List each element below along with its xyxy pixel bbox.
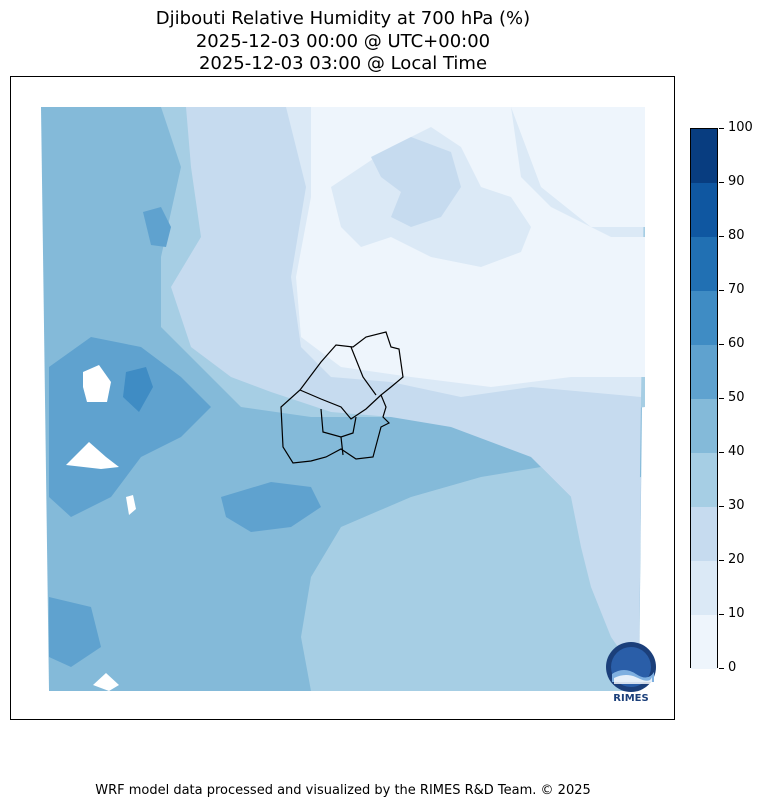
colorbar-tick-mark	[719, 182, 724, 183]
footer-credit: WRF model data processed and visualized …	[95, 783, 591, 798]
map-subtitle-local: 2025-12-03 03:00 @ Local Time	[198, 53, 488, 74]
colorbar-tick-label: 50	[728, 390, 745, 405]
humidity-region-west-high-2	[49, 597, 101, 667]
colorbar-tick-mark	[719, 452, 724, 453]
no-data-gap-4	[93, 673, 119, 691]
rimes-logo-icon	[606, 642, 656, 692]
rimes-logo: RIMES	[602, 640, 660, 706]
colorbar-segment	[691, 399, 717, 453]
colorbar-tick-mark	[719, 290, 724, 291]
colorbar-segment	[691, 561, 717, 615]
colorbar-segment	[691, 183, 717, 237]
colorbar-tick-label: 100	[728, 120, 753, 135]
colorbar-tick-label: 80	[728, 228, 745, 243]
colorbar-tick-mark	[719, 128, 724, 129]
colorbar-segment	[691, 345, 717, 399]
humidity-region-northeast-very-low	[511, 107, 645, 227]
humidity-region-central-high	[221, 482, 321, 532]
colorbar-tick-mark	[719, 560, 724, 561]
colorbar-tick-label: 20	[728, 552, 745, 567]
humidity-region-southeast-edge	[571, 477, 641, 677]
colorbar-tick-mark	[719, 344, 724, 345]
colorbar-tick-mark	[719, 506, 724, 507]
no-data-gap-1	[83, 365, 111, 402]
colorbar-segment	[691, 237, 717, 291]
humidity-region-west-higher	[123, 367, 153, 412]
djibouti-outline	[280, 331, 404, 464]
colorbar-tick-label: 30	[728, 498, 745, 513]
humidity-region-north-high	[143, 207, 171, 247]
humidity-region-gulf-inner	[371, 137, 461, 227]
colorbar-tick-label: 40	[728, 444, 745, 459]
map-frame	[10, 76, 675, 720]
colorbar-tick-label: 60	[728, 336, 745, 351]
rimes-logo-text: RIMES	[613, 693, 649, 704]
humidity-region-southeast-mid	[301, 467, 639, 691]
colorbar	[690, 128, 718, 669]
colorbar-tick-label: 10	[728, 606, 745, 621]
colorbar-segment	[691, 507, 717, 561]
colorbar-segment	[691, 453, 717, 507]
djibouti-borders	[280, 331, 404, 464]
colorbar-tick-label: 70	[728, 282, 745, 297]
colorbar-tick-mark	[719, 614, 724, 615]
colorbar-segment	[691, 291, 717, 345]
map-title: Djibouti Relative Humidity at 700 hPa (%…	[155, 8, 531, 29]
colorbar-tick-label: 0	[728, 660, 737, 675]
district-line-4	[340, 436, 344, 456]
colorbar-tick-label: 90	[728, 174, 745, 189]
no-data-gap-3	[126, 495, 136, 515]
colorbar-segment	[691, 129, 717, 183]
colorbar-tick-mark	[719, 668, 724, 669]
district-line-1	[299, 389, 382, 420]
humidity-field-map	[41, 107, 645, 691]
map-subtitle-utc: 2025-12-03 00:00 @ UTC+00:00	[195, 31, 491, 52]
colorbar-segment	[691, 615, 717, 669]
district-line-2	[350, 346, 377, 396]
colorbar-tick-mark	[719, 398, 724, 399]
colorbar-tick-mark	[719, 236, 724, 237]
no-data-gap-2	[66, 442, 119, 469]
